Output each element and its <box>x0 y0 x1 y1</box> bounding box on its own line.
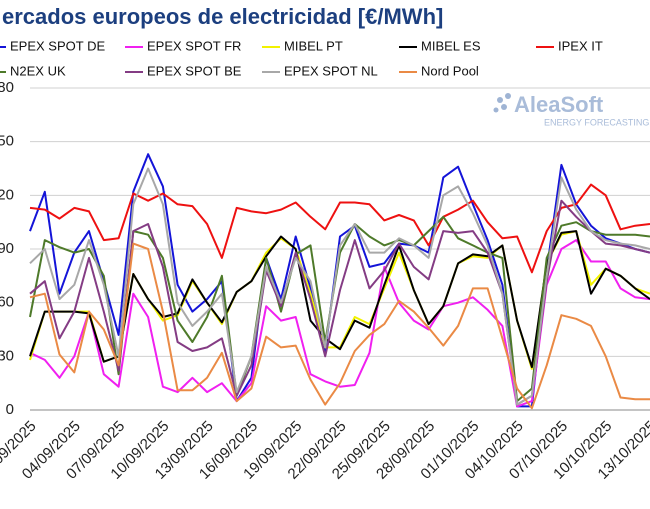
series-line <box>29 242 650 410</box>
legend-label: EPEX SPOT DE <box>10 38 105 53</box>
series-line <box>29 183 650 274</box>
y-tick-label: 0 <box>6 401 14 418</box>
y-tick-label: 30 <box>0 347 14 364</box>
legend-label: Nord Pool <box>421 63 479 78</box>
legend-label: MIBEL ES <box>421 38 481 53</box>
watermark-logo <box>493 93 511 113</box>
y-tick-label: 120 <box>0 186 14 203</box>
legend-label: IPEX IT <box>558 38 603 53</box>
y-tick-label: 90 <box>0 240 14 257</box>
legend-label: EPEX SPOT FR <box>147 38 241 53</box>
y-tick-label: 180 <box>0 79 14 96</box>
y-tick-label: 60 <box>0 294 14 311</box>
chart-title: ercados europeos de electricidad [€/MWh] <box>2 4 443 29</box>
legend-label: EPEX SPOT BE <box>147 63 242 78</box>
watermark-brand: AleaSoft <box>514 92 604 117</box>
legend-label: MIBEL PT <box>284 38 343 53</box>
legend-label: N2EX UK <box>10 63 66 78</box>
series-line <box>29 153 650 408</box>
watermark-tagline: ENERGY FORECASTING <box>544 117 649 127</box>
series-line <box>29 167 650 406</box>
legend-label: EPEX SPOT NL <box>284 63 378 78</box>
y-tick-label: 150 <box>0 133 14 150</box>
